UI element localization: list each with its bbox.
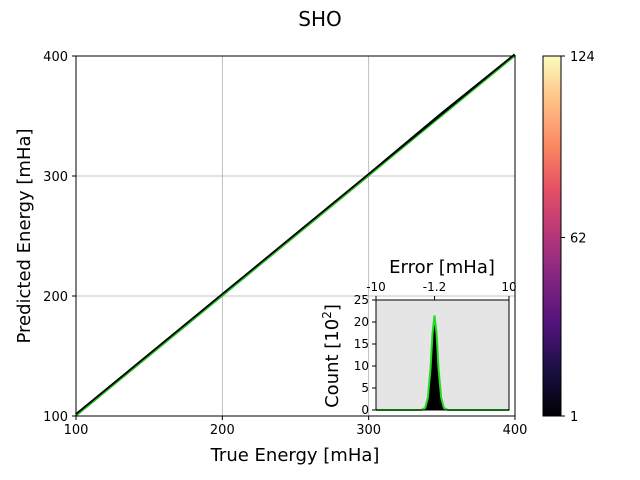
y-tick-label: 300	[43, 170, 68, 185]
colorbar-tick-label: 62	[570, 231, 587, 246]
inset-y-tick-label: 10	[354, 359, 369, 373]
x-tick-label: 300	[356, 423, 381, 438]
reference-line	[75, 55, 516, 417]
main-plot-frame	[75, 55, 516, 417]
inset-y-axis-label-sup: 2	[320, 311, 334, 319]
inset-y-tick-label: 0	[361, 403, 369, 417]
inset-marks	[376, 315, 509, 411]
inset-frame	[375, 299, 510, 411]
scatter-density-band	[75, 53, 516, 416]
inset-y-tick-label: 25	[354, 293, 369, 307]
error-fit-curve	[376, 315, 509, 411]
inset-plot: -10 -1.2 10 0 5 10 15 20 25 Error [mHa] Count [1…	[320, 257, 517, 417]
colorbar-tick-label: 1	[570, 410, 578, 425]
inset-x-tick-label: -10	[366, 280, 386, 294]
inset-y-tick-label: 15	[354, 337, 369, 351]
inset-y-axis-label-end: ]	[322, 304, 343, 311]
chart-title: SHO	[298, 7, 341, 31]
x-axis-label: True Energy [mHa]	[210, 445, 380, 466]
inset-x-tick-label: -1.2	[423, 280, 446, 294]
y-tick-label: 100	[43, 410, 68, 425]
inset-y-axis-label: Count [102]	[320, 304, 343, 408]
inset-ticks: -10 -1.2 10 0 5 10 15 20 25	[354, 280, 517, 417]
x-tick-label: 100	[64, 423, 89, 438]
main-marks	[75, 53, 516, 417]
inset-y-axis-label-main: Count [10	[322, 319, 343, 408]
colorbar: 1 62 124	[542, 50, 595, 425]
colorbar-gradient	[542, 55, 562, 417]
x-tick-label: 200	[210, 423, 235, 438]
inset-background	[376, 300, 509, 410]
inset-x-axis-label: Error [mHa]	[389, 257, 495, 278]
inset-x-tick-label: 10	[501, 280, 516, 294]
colorbar-ticks: 1 62 124	[561, 50, 595, 425]
y-axis-label: Predicted Energy [mHa]	[14, 128, 35, 343]
y-tick-label: 400	[43, 50, 68, 65]
colorbar-tick-label: 124	[570, 50, 595, 65]
inset-y-tick-label: 20	[354, 315, 369, 329]
x-tick-label: 400	[503, 423, 528, 438]
y-tick-label: 200	[43, 290, 68, 305]
inset-y-tick-label: 5	[361, 381, 369, 395]
